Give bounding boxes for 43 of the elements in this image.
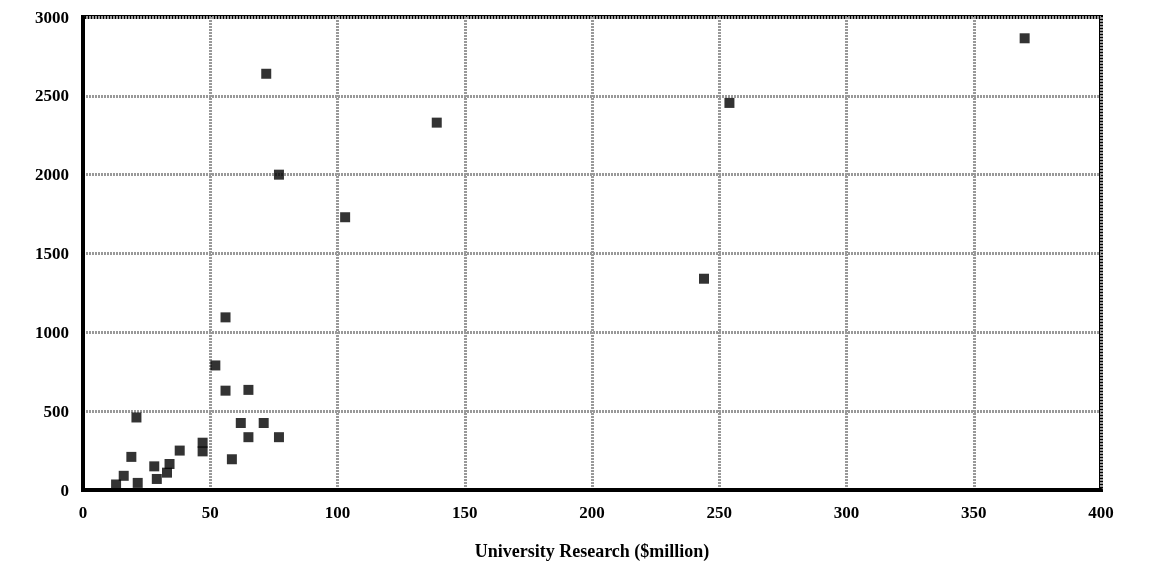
point bbox=[149, 461, 160, 472]
y-tick-label: 3000 bbox=[35, 7, 69, 27]
x-tick-label: 250 bbox=[706, 503, 732, 522]
point bbox=[226, 454, 237, 465]
point bbox=[126, 451, 137, 462]
point bbox=[273, 432, 284, 443]
point bbox=[698, 273, 709, 284]
point bbox=[258, 417, 269, 428]
x-tick-label: 350 bbox=[961, 503, 987, 522]
point bbox=[220, 385, 231, 396]
x-tick-label: 50 bbox=[201, 503, 219, 522]
y-tick-label: 1500 bbox=[35, 244, 69, 263]
y-tick-label: 2000 bbox=[35, 165, 69, 185]
point bbox=[235, 417, 246, 428]
point bbox=[431, 117, 442, 128]
x-tick-label: 100 bbox=[324, 503, 351, 522]
x-axis-title: University Research ($million) bbox=[474, 541, 710, 562]
point bbox=[340, 212, 351, 223]
point bbox=[724, 97, 735, 108]
y-tick-label: 2500 bbox=[35, 86, 69, 106]
point bbox=[243, 432, 254, 443]
point bbox=[151, 473, 162, 484]
point bbox=[118, 470, 129, 481]
point bbox=[220, 312, 231, 323]
point bbox=[261, 68, 272, 79]
point bbox=[164, 458, 175, 469]
y-tick-label: 0 bbox=[60, 480, 69, 500]
point bbox=[161, 467, 172, 478]
point bbox=[243, 384, 254, 395]
x-tick-label: 400 bbox=[1088, 503, 1114, 522]
x-tick-label: 200 bbox=[579, 503, 605, 522]
x-tick-label: 300 bbox=[833, 503, 860, 522]
point bbox=[273, 169, 284, 180]
x-tick-label: 0 bbox=[78, 503, 88, 522]
point bbox=[132, 477, 143, 488]
point bbox=[131, 412, 142, 423]
x-tick-label: 150 bbox=[452, 503, 478, 522]
point bbox=[1019, 33, 1030, 44]
y-tick-label: 1000 bbox=[35, 322, 69, 342]
y-tick-label: 500 bbox=[43, 401, 69, 421]
point bbox=[197, 446, 208, 457]
point bbox=[210, 360, 221, 371]
point bbox=[174, 445, 185, 456]
